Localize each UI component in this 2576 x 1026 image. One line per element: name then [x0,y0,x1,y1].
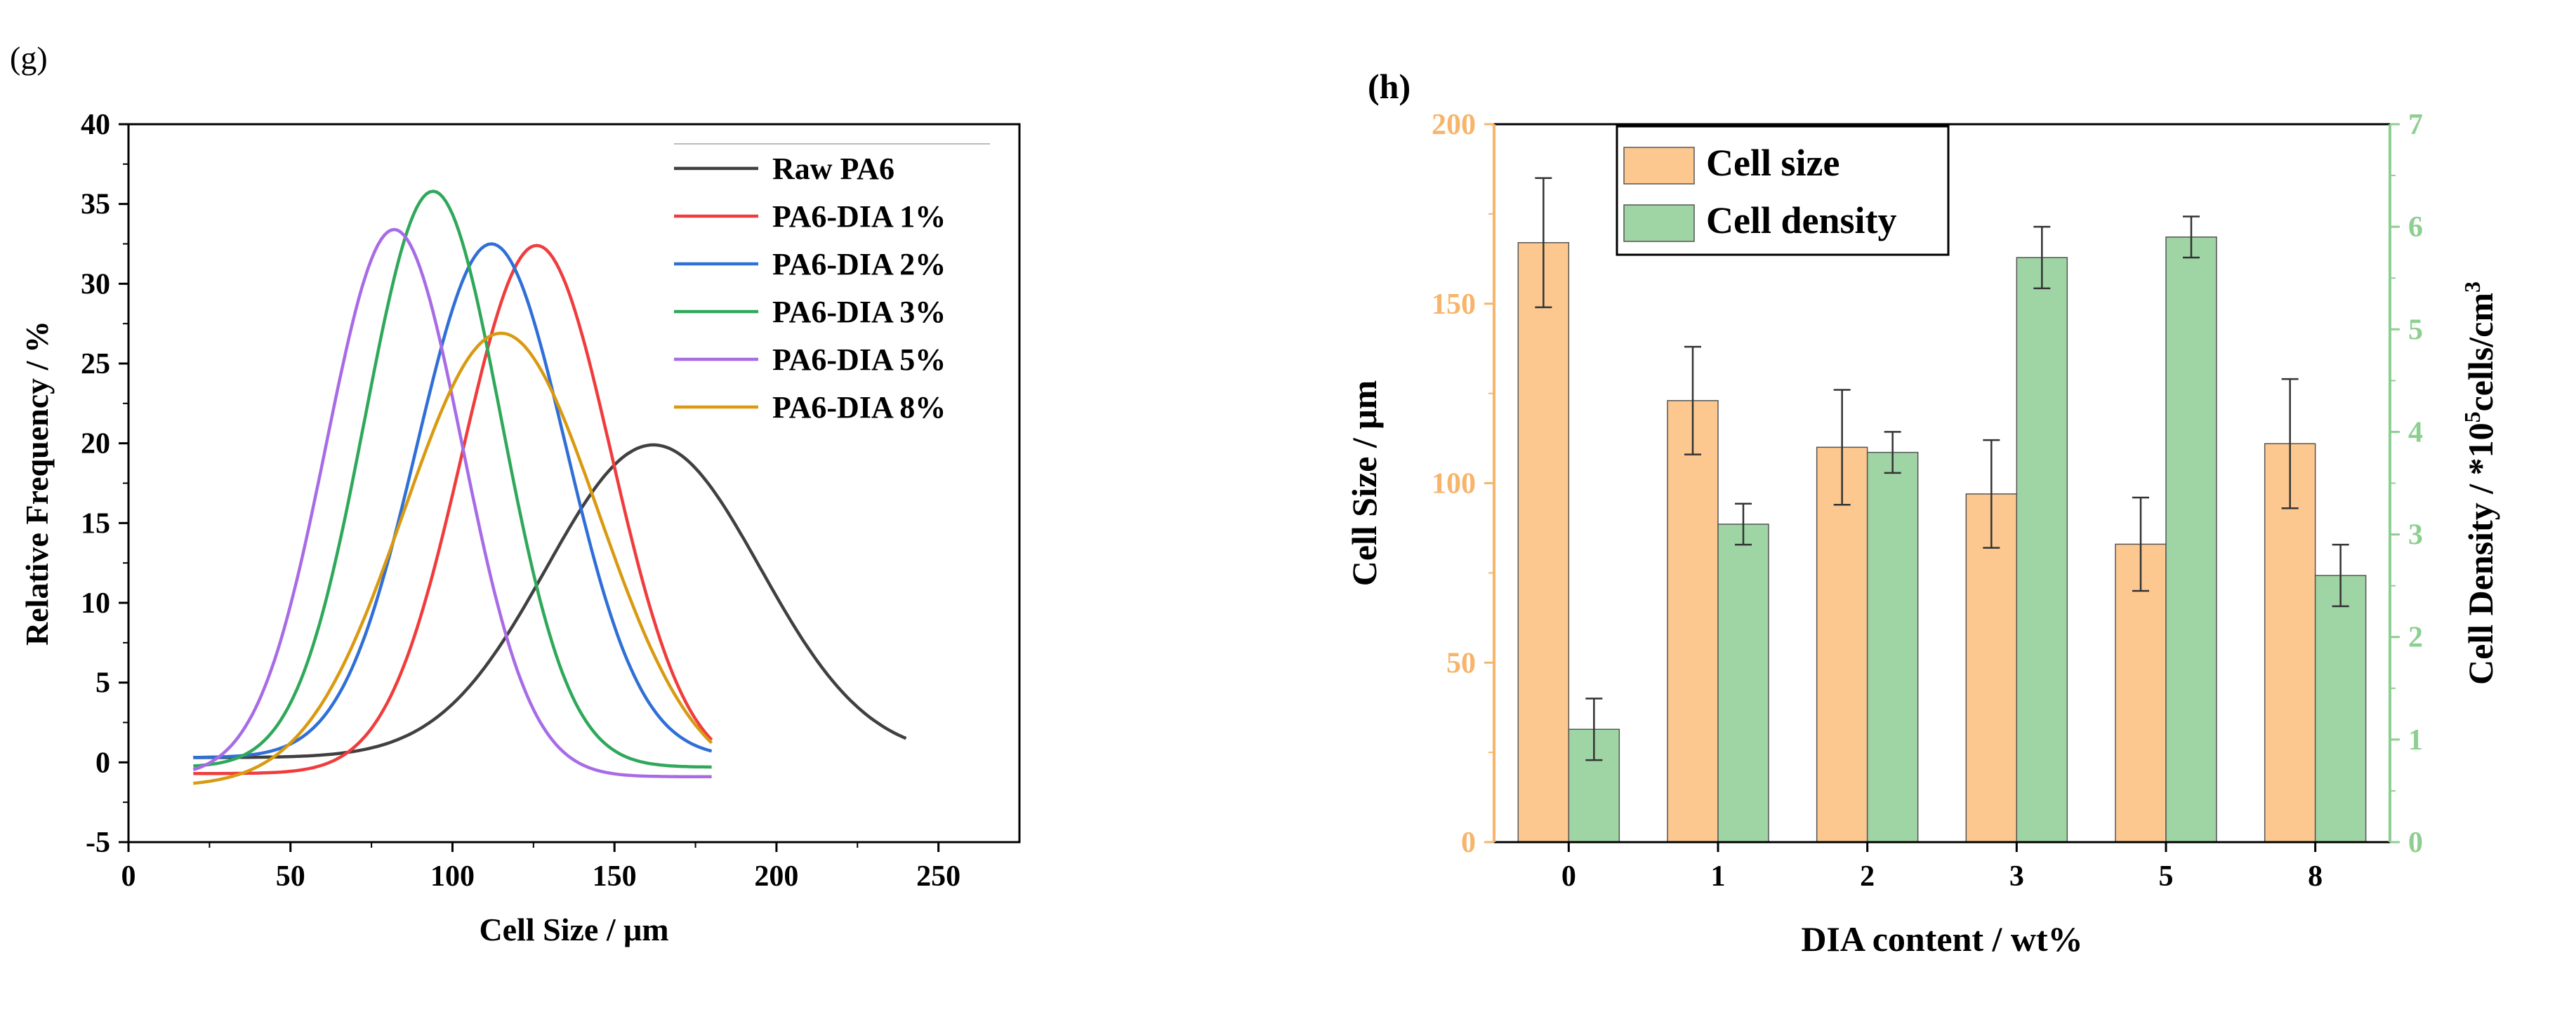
y-tick-label: 40 [81,109,110,141]
legend-swatch-cell-density [1623,204,1695,242]
bar-cell-size [1667,400,1719,843]
legend-label-3: PA6-DIA 3% [772,295,946,329]
y-right-tick-label: 0 [2408,827,2423,859]
bar-cell-density [2314,575,2367,843]
legend-label-0: Raw PA6 [772,152,894,186]
bar-cell-size [1816,446,1868,843]
y-right-axis-label-part: 5 [2459,411,2485,422]
x-tick-label: 0 [1561,860,1576,893]
legend-label-4: PA6-DIA 5% [772,342,946,377]
legend-swatch-cell-size [1623,147,1695,185]
y-left-tick-label: 0 [1461,827,1476,859]
y-tick-label: 20 [81,428,110,460]
y-right-axis-label: Cell Density / *105cells/cm3 [2459,281,2500,685]
bar-chart-cell-size-density: 0 1 2 3 5 8 0 50 100 150 200 0 1 2 3 4 5 6 7 DIA content / … [1345,109,2500,959]
bar-cell-density [1717,524,1769,843]
y-tick-label: 35 [81,189,110,221]
y-right-axis-label-part: 3 [2459,281,2485,293]
y-right-tick-label: 5 [2408,314,2423,346]
y-axis-label: Relative Frequency / % [19,321,55,646]
x-tick-label: 2 [1860,860,1875,893]
y-tick-label: 30 [81,268,110,300]
x-axis-label: Cell Size / μm [479,912,668,947]
x-tick-label: 5 [2159,860,2174,893]
y-tick-label: 10 [81,587,110,620]
panel-label-h: (h) [1368,67,1411,106]
y-right-axis-label-part: cells/cm [2461,293,2500,411]
y-tick-label: 25 [81,348,110,380]
series-line-3 [193,189,712,769]
x-tick-label: 150 [593,860,637,893]
y-left-tick-label: 150 [1432,288,1476,321]
x-axis-label: DIA content / wt% [1801,919,2082,959]
x-tick-label: 0 [121,860,136,893]
y-tick-label: 0 [95,747,110,779]
y-right-tick-label: 6 [2408,211,2423,244]
bar-cell-size [2264,443,2316,843]
bar-cell-size [1517,242,1570,843]
x-tick-label: 8 [2308,860,2323,893]
y-left-tick-label: 50 [1446,647,1476,679]
series-line-4 [192,227,712,779]
y-right-axis-label-part: Cell Density / *10 [2461,422,2500,685]
bar-cell-density [2016,257,2068,843]
series-line-5 [193,331,713,785]
series-line-1 [193,244,713,775]
x-tick-label: 200 [754,860,798,893]
legend-label-1: PA6-DIA 1% [772,199,946,234]
y-right-tick-label: 4 [2408,416,2423,448]
x-tick-label: 50 [276,860,305,893]
y-left-tick-label: 100 [1432,468,1476,500]
y-tick-label: -5 [86,827,110,859]
legend-label-2: PA6-DIA 2% [772,247,946,281]
line-chart-cell-size-distribution: 0 50 100 150 200 250 -5 0 5 10 15 20 25 30 35 40 Cell Si… [19,109,1021,947]
legend-label-5: PA6-DIA 8% [772,390,946,425]
bar-cell-density [2165,236,2217,843]
bar-cell-size [2115,543,2167,843]
y-left-axis-label: Cell Size / μm [1345,380,1384,587]
panel-label-g: (g) [10,40,48,76]
series-line-0 [193,443,907,759]
y-right-tick-label: 1 [2408,724,2423,757]
y-tick-label: 15 [81,507,110,540]
bar-cell-density [1866,451,1919,843]
x-tick-label: 250 [916,860,960,893]
y-right-tick-label: 3 [2408,519,2423,552]
legend-label-cell-density: Cell density [1706,199,1897,241]
y-left-tick-label: 200 [1432,109,1476,141]
x-tick-label: 3 [2009,860,2024,893]
y-right-tick-label: 2 [2408,622,2423,654]
series-line-2 [193,242,713,759]
x-tick-label: 100 [430,860,475,893]
y-right-tick-label: 7 [2408,109,2423,141]
y-tick-label: 5 [95,667,110,700]
legend-label-cell-size: Cell size [1706,142,1839,184]
x-tick-label: 1 [1711,860,1726,893]
